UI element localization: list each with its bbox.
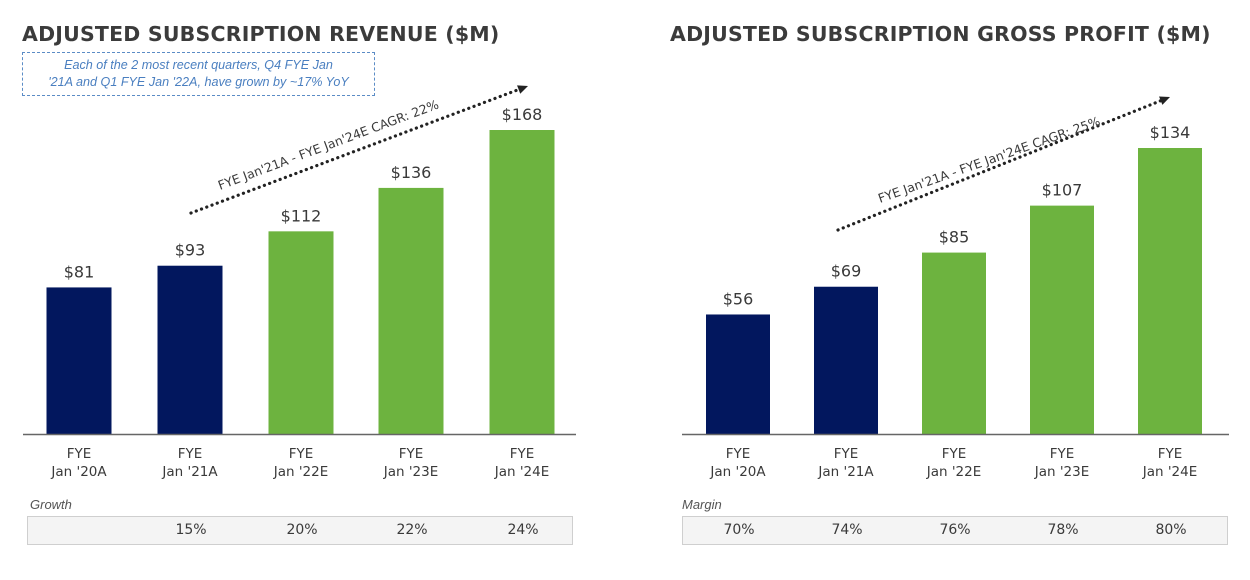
revenue-category-label-1-line-2: Jan '20A	[50, 464, 107, 480]
revenue-panel: ADJUSTED SUBSCRIPTION REVENUE ($M) Each …	[0, 0, 620, 580]
gross-profit-data-label-3: $85	[939, 228, 970, 247]
revenue-bar-5	[489, 130, 555, 434]
gross-profit-category-label-3-line-1: FYE	[942, 446, 967, 462]
gross-profit-data-label-1: $56	[723, 289, 754, 308]
revenue-bar-2	[157, 265, 223, 434]
gross-profit-bar-chart: $56 FYE Jan '20A $69 FYE Jan '21A $85 FYE Jan '2…	[682, 96, 1229, 480]
revenue-data-label-1: $81	[64, 262, 95, 281]
growth-value-5: 24%	[507, 522, 539, 538]
revenue-cagr-arrow-line	[189, 87, 523, 215]
revenue-category-label-1-line-1: FYE	[67, 446, 92, 462]
revenue-category-label-3-line-1: FYE	[289, 446, 314, 462]
gross-profit-data-label-5: $134	[1150, 123, 1191, 142]
revenue-data-label-5: $168	[502, 105, 543, 124]
callout-line-2: '21A and Q1 FYE Jan '22A, have grown by …	[48, 75, 349, 89]
revenue-category-label-2-line-2: Jan '21A	[161, 464, 218, 480]
growth-callout-box: Each of the 2 most recent quarters, Q4 F…	[22, 52, 375, 96]
revenue-data-label-4: $136	[391, 163, 432, 182]
revenue-chart-title: ADJUSTED SUBSCRIPTION REVENUE ($M)	[22, 22, 500, 46]
margin-value-5: 80%	[1155, 522, 1187, 538]
revenue-cagr-arrowhead-icon	[517, 85, 528, 94]
gross-profit-category-label-2-line-1: FYE	[834, 446, 859, 462]
gross-profit-cagr-arrow-line	[836, 98, 1165, 232]
margin-row: 70% 74% 76% 78% 80%	[682, 516, 1228, 545]
gross-profit-data-label-2: $69	[831, 262, 862, 281]
margin-value-4: 78%	[1047, 522, 1079, 538]
revenue-bar-1	[46, 287, 112, 434]
revenue-data-label-2: $93	[175, 241, 206, 260]
growth-row: 15% 20% 22% 24%	[27, 516, 573, 545]
revenue-bar-chart: $81 FYE Jan '20A $93 FYE Jan '21A $112 FYE Jan '…	[23, 85, 576, 480]
growth-value-2: 15%	[175, 522, 207, 538]
revenue-category-label-2-line-1: FYE	[178, 446, 203, 462]
gross-profit-category-label-1-line-1: FYE	[726, 446, 751, 462]
margin-value-2: 74%	[831, 522, 863, 538]
gross-profit-category-label-4-line-1: FYE	[1050, 446, 1075, 462]
gross-profit-panel: ADJUSTED SUBSCRIPTION GROSS PROFIT ($M) …	[640, 0, 1250, 580]
revenue-category-label-5-line-2: Jan '24E	[494, 464, 550, 480]
gross-profit-data-label-4: $107	[1042, 181, 1083, 200]
gross-profit-category-label-5-line-2: Jan '24E	[1142, 464, 1198, 480]
revenue-data-label-3: $112	[281, 206, 322, 225]
margin-value-1: 70%	[723, 522, 755, 538]
gross-profit-bar-5	[1138, 148, 1202, 434]
growth-value-4: 22%	[396, 522, 428, 538]
gross-profit-chart-title: ADJUSTED SUBSCRIPTION GROSS PROFIT ($M)	[670, 22, 1211, 46]
revenue-category-label-3-line-2: Jan '22E	[273, 464, 329, 480]
margin-value-3: 76%	[939, 522, 971, 538]
gross-profit-category-label-5-line-1: FYE	[1158, 446, 1183, 462]
gross-profit-category-label-2-line-2: Jan '21A	[817, 464, 874, 480]
gross-profit-bar-1	[706, 314, 770, 434]
revenue-bar-3	[268, 231, 334, 434]
gross-profit-bar-2	[814, 286, 878, 434]
gross-profit-category-label-1-line-2: Jan '20A	[709, 464, 766, 480]
revenue-category-label-4-line-2: Jan '23E	[383, 464, 439, 480]
gross-profit-bar-4	[1030, 205, 1094, 434]
growth-value-3: 20%	[286, 522, 318, 538]
margin-row-caption: Margin	[682, 497, 722, 512]
revenue-category-label-4-line-1: FYE	[399, 446, 424, 462]
gross-profit-bar-3	[922, 252, 986, 434]
callout-line-1: Each of the 2 most recent quarters, Q4 F…	[64, 58, 333, 72]
gross-profit-category-label-3-line-2: Jan '22E	[926, 464, 982, 480]
revenue-bar-4	[378, 187, 444, 434]
gross-profit-category-label-4-line-2: Jan '23E	[1034, 464, 1090, 480]
growth-row-caption: Growth	[30, 497, 72, 512]
revenue-category-label-5-line-1: FYE	[510, 446, 535, 462]
gross-profit-cagr-arrowhead-icon	[1159, 96, 1170, 105]
